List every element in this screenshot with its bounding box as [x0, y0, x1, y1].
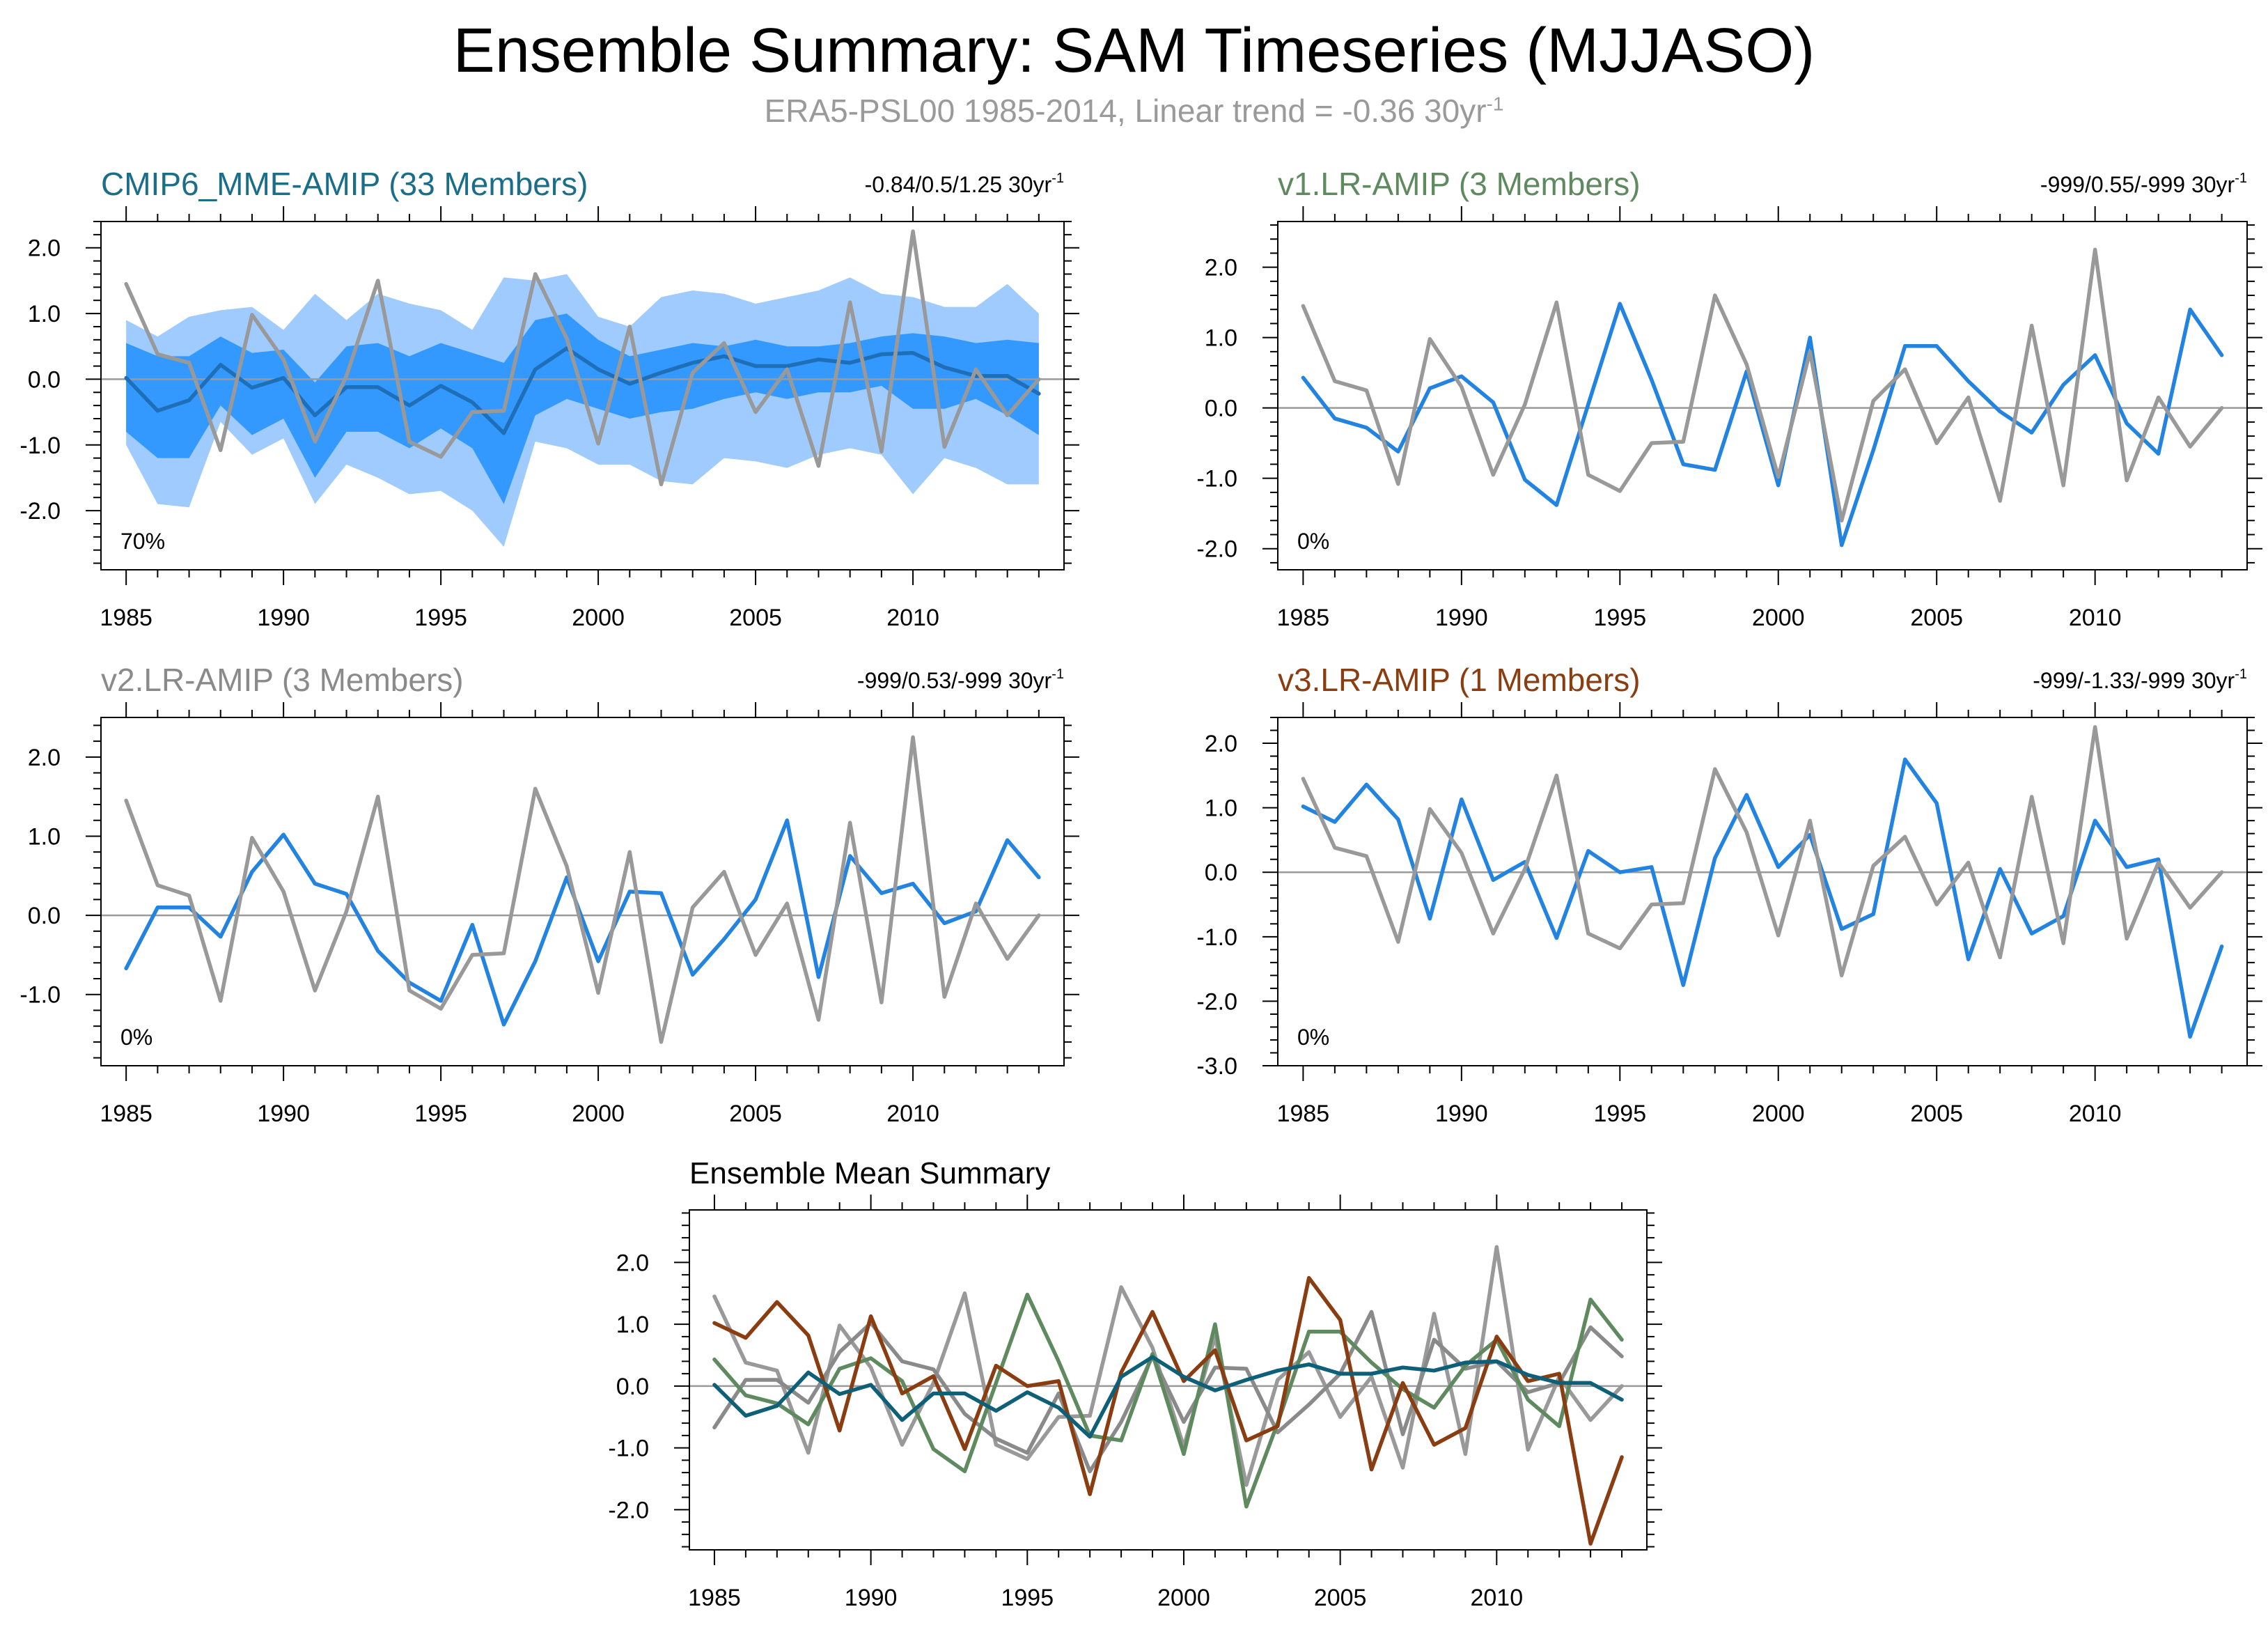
v2-corner-label: 0% — [120, 1025, 152, 1050]
v1-series-obs-line — [1301, 247, 2224, 523]
cmip6-ytick-label: 0.0 — [28, 366, 61, 393]
v2-xtick-label: 1995 — [414, 1101, 467, 1127]
page-subtitle: ERA5-PSL00 1985-2014, Linear trend = -0.… — [0, 92, 2268, 130]
v1-frame — [1277, 221, 2248, 570]
v2-ytick-label: 0.0 — [28, 903, 61, 929]
v1-corner-label: 0% — [1297, 529, 1329, 554]
v3-xtick-label: 2000 — [1752, 1101, 1805, 1127]
v3-corner-label: 0% — [1297, 1025, 1329, 1050]
cmip6-xtick-label: 2010 — [886, 605, 939, 631]
summary-xtick-label: 2005 — [1314, 1585, 1367, 1611]
v2-series-obs-line — [124, 735, 1041, 1044]
v2-ytick-label: -1.0 — [19, 982, 61, 1009]
v3-plot-area — [1278, 725, 2247, 1039]
cmip6-outer-band — [126, 274, 1039, 547]
summary-ytick-label: 0.0 — [616, 1374, 649, 1400]
v1-xtick-label: 1990 — [1435, 605, 1488, 631]
v2-ytick-label: 1.0 — [28, 823, 61, 850]
summary-series-cmip6-line — [712, 1355, 1624, 1439]
v3-ytick-label: -1.0 — [1196, 924, 1237, 951]
cmip6-xtick-label: 2000 — [572, 605, 625, 631]
cmip6-title: CMIP6_MME-AMIP (33 Members) — [101, 166, 588, 202]
v2-title: v2.LR-AMIP (3 Members) — [101, 662, 464, 698]
v3-stats: -999/-1.33/-999 30yr-1 — [2033, 667, 2247, 693]
v1-xtick-label: 1985 — [1277, 605, 1330, 631]
cmip6-plot-area — [101, 229, 1064, 547]
v1-plot-area — [1278, 247, 2247, 547]
v2-xtick-label: 2010 — [886, 1101, 939, 1127]
summary-xtick-label: 2010 — [1470, 1585, 1523, 1611]
v1-xtick-label: 2000 — [1752, 605, 1805, 631]
v3-ytick-label: 0.0 — [1205, 860, 1237, 886]
summary-xtick-label: 1990 — [845, 1585, 898, 1611]
v2-xtick-label: 2005 — [729, 1101, 782, 1127]
summary-panel: Ensemble Mean Summary 2.0 1.0 0.0 -1.0 -2.0 19… — [608, 1156, 1662, 1611]
subtitle-superscript: -1 — [1486, 93, 1504, 115]
v3-xtick-label: 1995 — [1593, 1101, 1646, 1127]
v1-ytick-label: 0.0 — [1205, 396, 1237, 422]
cmip6-series-obs-line — [124, 229, 1041, 487]
v3-ytick-label: 1.0 — [1205, 795, 1237, 822]
v2-frame — [100, 717, 1065, 1066]
v1-ytick-label: 2.0 — [1205, 255, 1237, 281]
v2-stats: -999/0.53/-999 30yr-1 — [857, 667, 1064, 693]
v1-xtick-label: 2005 — [1910, 605, 1963, 631]
v2-plot-area — [101, 735, 1064, 1044]
v2-ytick-label: 2.0 — [28, 745, 61, 771]
summary-plot-area — [689, 1245, 1647, 1546]
v1-title: v1.LR-AMIP (3 Members) — [1278, 166, 1641, 202]
summary-series-v2-line — [712, 1310, 1624, 1474]
v1-ytick-label: 1.0 — [1205, 325, 1237, 352]
summary-ytick-label: 2.0 — [616, 1250, 649, 1276]
v3-title: v3.LR-AMIP (1 Members) — [1278, 662, 1641, 698]
v1-xtick-label: 1995 — [1593, 605, 1646, 631]
v1-panel: v1.LR-AMIP (3 Members) -999/0.55/-999 30y… — [1196, 166, 2262, 631]
cmip6-xtick-label: 1985 — [100, 605, 152, 631]
v2-xtick-label: 1985 — [100, 1101, 152, 1127]
v3-xtick-label: 2010 — [2069, 1101, 2122, 1127]
v3-xtick-label: 1985 — [1277, 1101, 1330, 1127]
summary-frame — [689, 1209, 1648, 1551]
summary-ytick-label: -1.0 — [608, 1436, 649, 1462]
summary-title: Ensemble Mean Summary — [689, 1156, 1050, 1190]
v2-xtick-label: 1990 — [257, 1101, 310, 1127]
summary-xtick-label: 1995 — [1001, 1585, 1054, 1611]
v3-ytick-label: -3.0 — [1196, 1053, 1237, 1080]
summary-xtick-label: 1985 — [688, 1585, 741, 1611]
cmip6-ytick-label: 1.0 — [28, 301, 61, 327]
v3-panel: v3.LR-AMIP (1 Members) -999/-1.33/-999 30… — [1196, 662, 2262, 1127]
cmip6-series-model-line — [124, 346, 1041, 435]
cmip6-ytick-label: -2.0 — [19, 498, 61, 525]
v3-xtick-label: 1990 — [1435, 1101, 1488, 1127]
summary-ytick-label: 1.0 — [616, 1312, 649, 1338]
v3-ytick-label: 2.0 — [1205, 731, 1237, 757]
subtitle-text: ERA5-PSL00 1985-2014, Linear trend = -0.… — [764, 93, 1487, 129]
summary-series-v3-line — [712, 1275, 1624, 1546]
cmip6-xtick-label: 1995 — [414, 605, 467, 631]
v2-xtick-label: 2000 — [572, 1101, 625, 1127]
v3-frame — [1277, 717, 2248, 1066]
page-title: Ensemble Summary: SAM Timeseries (MJJASO… — [453, 16, 1815, 86]
v3-series-obs-line — [1301, 725, 2224, 978]
summary-ytick-label: -2.0 — [608, 1497, 649, 1523]
cmip6-ytick-label: 2.0 — [28, 235, 61, 262]
v1-ytick-label: -1.0 — [1196, 466, 1237, 492]
v3-ytick-label: -2.0 — [1196, 988, 1237, 1015]
cmip6-stats: -0.84/0.5/1.25 30yr-1 — [865, 171, 1064, 197]
summary-xtick-label: 2000 — [1157, 1585, 1210, 1611]
v1-xtick-label: 2010 — [2069, 605, 2122, 631]
cmip6-corner-label: 70% — [120, 529, 165, 554]
cmip6-panel: CMIP6_MME-AMIP (33 Members) -0.84/0.5/1.2… — [19, 166, 1079, 631]
v3-xtick-label: 2005 — [1910, 1101, 1963, 1127]
v1-ytick-label: -2.0 — [1196, 536, 1237, 563]
cmip6-xtick-label: 2005 — [729, 605, 782, 631]
v2-series-model-line — [124, 818, 1041, 1027]
cmip6-xtick-label: 1990 — [257, 605, 310, 631]
v2-panel: v2.LR-AMIP (3 Members) -999/0.53/-999 30y… — [19, 662, 1079, 1127]
v1-stats: -999/0.55/-999 30yr-1 — [2040, 171, 2247, 197]
cmip6-ytick-label: -1.0 — [19, 433, 61, 459]
cmip6-frame — [100, 221, 1065, 570]
